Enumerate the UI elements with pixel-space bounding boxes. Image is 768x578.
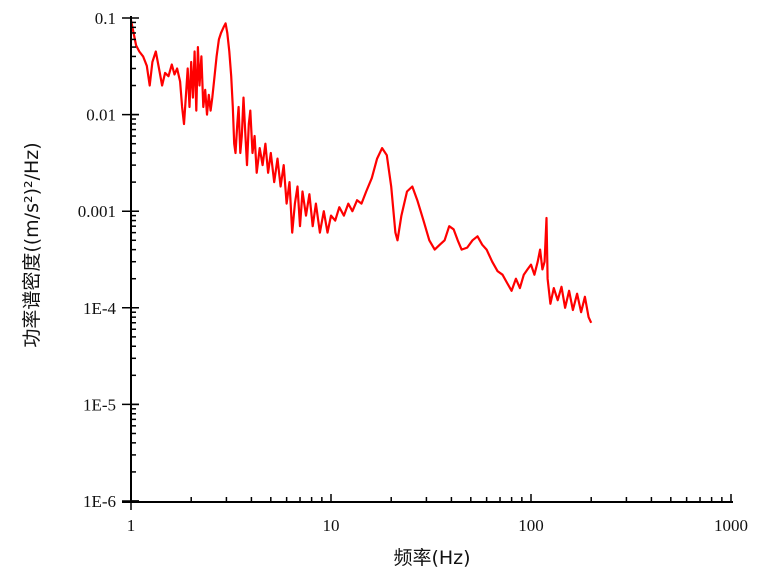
x-tick-label: 1 [127, 516, 136, 535]
y-tick-label: 0.1 [95, 9, 116, 28]
x-tick-label: 10 [323, 516, 340, 535]
axes: 1 10 100 1000 0.1 0.01 0.001 1E-4 1E-5 1E-6 [78, 9, 748, 535]
plot-area [129, 19, 593, 324]
x-ticks: 1 10 100 1000 [127, 494, 748, 535]
y-tick-label: 1E-4 [83, 299, 117, 318]
x-tick-label: 100 [518, 516, 544, 535]
x-axis-title: 频率(Hz) [393, 547, 470, 569]
y-tick-label: 1E-5 [83, 395, 116, 414]
y-axis-title: 功率谱密度((m/s²)²/Hz) [21, 142, 43, 347]
y-tick-label: 0.001 [78, 202, 116, 221]
y-tick-label: 0.01 [86, 106, 116, 125]
x-tick-label: 1000 [714, 516, 748, 535]
y-tick-label: 1E-6 [83, 492, 116, 511]
y-ticks: 0.1 0.01 0.001 1E-4 1E-5 1E-6 [78, 9, 139, 511]
psd-trace [129, 19, 593, 324]
